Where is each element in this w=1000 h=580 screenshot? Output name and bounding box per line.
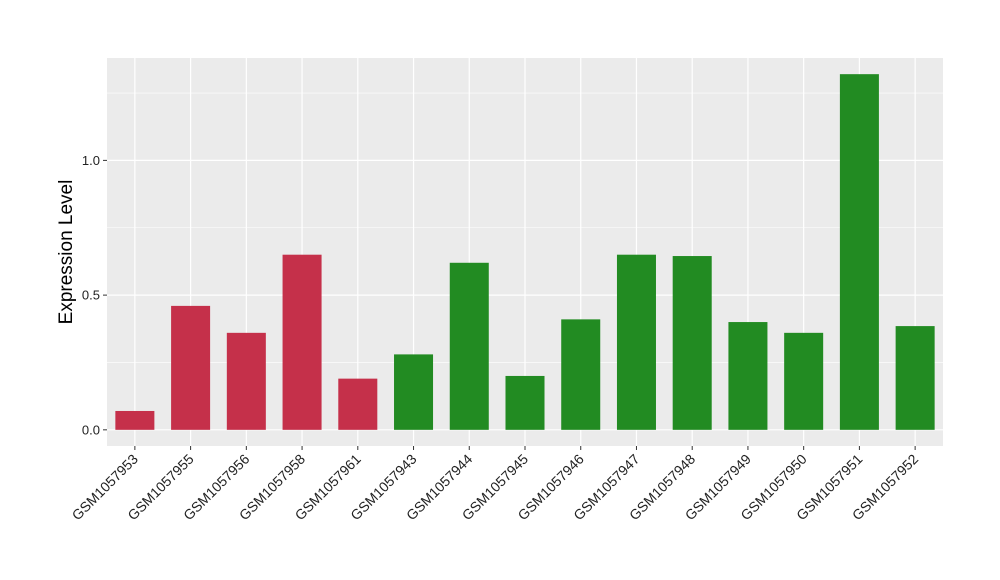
bar-GSM1057951	[839, 74, 879, 430]
bar-GSM1057955	[171, 305, 211, 430]
bar-GSM1057948	[672, 256, 712, 430]
bar-GSM1057950	[784, 332, 824, 430]
bar-GSM1057946	[561, 319, 601, 430]
y-tick-label: 1.0	[82, 153, 100, 168]
bar-GSM1057945	[505, 375, 545, 430]
bar-GSM1057953	[115, 410, 155, 430]
bar-GSM1057958	[282, 254, 322, 430]
y-tick-label: 0.5	[82, 288, 100, 303]
bar-GSM1057943	[394, 354, 434, 430]
bar-GSM1057961	[338, 378, 378, 430]
bar-GSM1057952	[895, 326, 935, 430]
bar-GSM1057944	[449, 262, 489, 430]
y-tick-label: 0.0	[82, 422, 100, 437]
bars	[115, 74, 935, 430]
bar-GSM1057956	[226, 332, 266, 430]
x-axis-ticks: GSM1057953GSM1057955GSM1057956GSM1057958…	[69, 446, 921, 523]
y-axis-ticks: 0.0 0.5 1.0	[82, 153, 107, 437]
y-axis-title: Expression Level	[56, 180, 77, 325]
bar-GSM1057947	[616, 254, 656, 430]
bar-GSM1057949	[728, 322, 768, 430]
